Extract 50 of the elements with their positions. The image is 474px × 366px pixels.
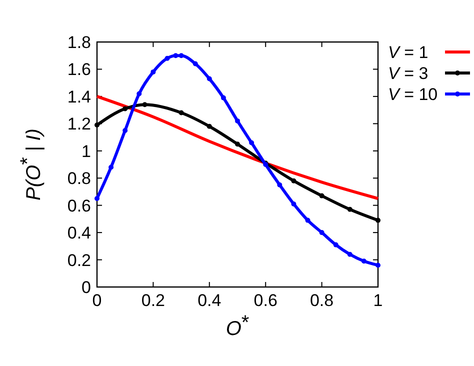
point: [249, 140, 254, 146]
x-tick-label: 0.8: [310, 291, 334, 310]
point: [305, 218, 310, 223]
point: [178, 53, 184, 58]
point: [235, 118, 240, 124]
point: [220, 95, 226, 100]
y-tick-label: 1.8: [67, 33, 91, 52]
y-tick-label: 0.8: [67, 169, 91, 188]
point: [94, 122, 100, 128]
point: [347, 206, 352, 212]
y-tick-label: 1.4: [67, 87, 91, 106]
x-tick-label: 0.6: [254, 291, 278, 310]
point: [376, 218, 380, 223]
x-tick-label: 0.2: [141, 291, 166, 310]
point: [347, 252, 352, 257]
point: [178, 110, 184, 116]
point: [319, 230, 324, 236]
line-series: [96, 94, 380, 200]
point: [361, 258, 366, 264]
y-tick-label: 0.2: [67, 250, 91, 270]
point: [142, 102, 148, 108]
y-tick-label: 0.6: [67, 196, 91, 216]
y-tick-label: 0: [82, 278, 91, 297]
legend-label: V = 1: [388, 43, 428, 62]
point: [122, 106, 128, 112]
point: [235, 142, 240, 147]
point: [206, 76, 212, 82]
y-tick-label: 0.4: [67, 224, 91, 243]
point: [319, 193, 324, 198]
y-tick-label: 1.6: [67, 60, 91, 80]
y-tick-label: 1: [82, 142, 91, 161]
point: [291, 178, 296, 184]
point: [150, 69, 156, 74]
point: [94, 196, 100, 202]
point: [376, 262, 380, 268]
point: [277, 182, 282, 188]
y-tick-label: 1.2: [67, 114, 91, 134]
point: [136, 91, 142, 96]
point: [164, 56, 170, 61]
legend-label: V = 3: [388, 64, 428, 83]
x-tick-label: 1: [373, 291, 383, 310]
point: [291, 201, 296, 206]
x-tick-label: 0.4: [198, 291, 222, 310]
point: [206, 124, 212, 129]
point: [192, 61, 198, 66]
point: [108, 164, 114, 170]
legend-label: V = 10: [388, 85, 438, 104]
point: [173, 53, 178, 58]
point: [333, 242, 338, 248]
point: [122, 128, 128, 133]
